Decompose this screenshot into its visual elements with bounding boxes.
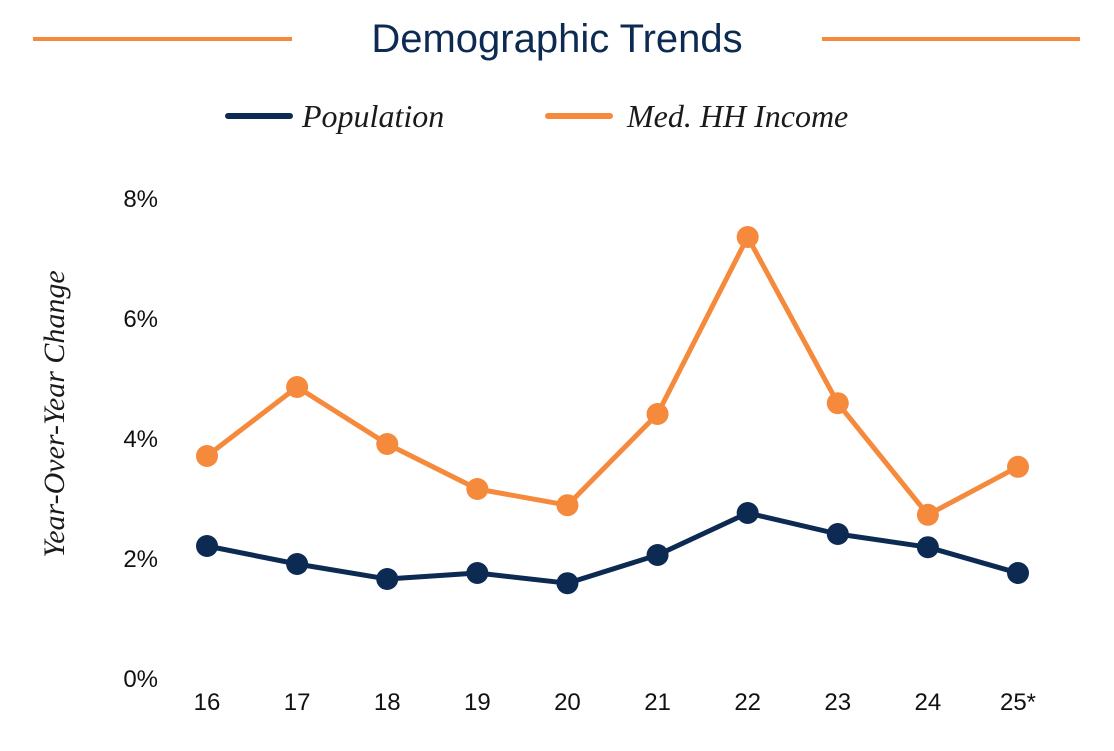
data-point-med-hh-income: [286, 376, 309, 398]
y-axis-label: Year-Over-Year Change: [38, 270, 71, 557]
series-med-hh-income: [196, 226, 1029, 526]
x-tick-label: 17: [284, 689, 311, 716]
y-axis-ticks: 0% 2% 4% 6% 8%: [123, 186, 158, 693]
data-point-population: [286, 553, 309, 575]
data-point-population: [196, 535, 218, 557]
x-tick-label: 24: [915, 689, 942, 716]
chart-title: Demographic Trends: [371, 17, 742, 61]
y-tick-label: 8%: [123, 186, 158, 213]
x-tick-label: 23: [824, 689, 851, 716]
x-tick-label: 25*: [1000, 689, 1036, 716]
x-tick-label: 16: [194, 689, 221, 716]
data-point-population: [646, 544, 669, 566]
data-point-med-hh-income: [466, 478, 489, 500]
legend: Population Med. HH Income: [225, 98, 848, 134]
data-point-med-hh-income: [1007, 455, 1029, 478]
x-tick-label: 22: [734, 689, 761, 716]
legend-entry-population: Population: [225, 98, 444, 134]
data-point-population: [826, 523, 849, 545]
series-line-med-hh-income: [204, 234, 1021, 518]
legend-entry-income: Med. HH Income: [545, 98, 848, 134]
y-tick-label: 2%: [123, 546, 158, 573]
x-tick-label: 20: [554, 689, 581, 716]
legend-label-population: Population: [301, 98, 444, 134]
x-tick-label: 19: [464, 689, 491, 716]
data-point-med-hh-income: [646, 403, 669, 425]
data-point-population: [466, 562, 489, 584]
data-point-population: [376, 568, 399, 590]
data-point-med-hh-income: [826, 392, 849, 415]
data-point-med-hh-income: [196, 445, 218, 467]
data-point-med-hh-income: [556, 494, 579, 517]
series-line-population: [204, 510, 1021, 586]
legend-label-income: Med. HH Income: [626, 98, 848, 134]
y-tick-label: 0%: [123, 666, 158, 693]
y-tick-label: 4%: [123, 426, 158, 453]
data-point-med-hh-income: [736, 226, 759, 248]
data-point-population: [736, 502, 759, 524]
series-layer: [196, 226, 1029, 595]
data-point-population: [916, 536, 939, 559]
x-tick-label: 18: [374, 689, 401, 716]
x-tick-label: 21: [644, 689, 671, 716]
data-point-med-hh-income: [376, 433, 399, 455]
x-axis-ticks: 16 17 18 19 20 21 22 23 24 25*: [194, 689, 1036, 716]
data-point-population: [556, 572, 579, 595]
y-tick-label: 6%: [123, 306, 158, 333]
series-population: [196, 502, 1029, 595]
data-point-med-hh-income: [916, 503, 939, 526]
data-point-population: [1007, 562, 1029, 584]
